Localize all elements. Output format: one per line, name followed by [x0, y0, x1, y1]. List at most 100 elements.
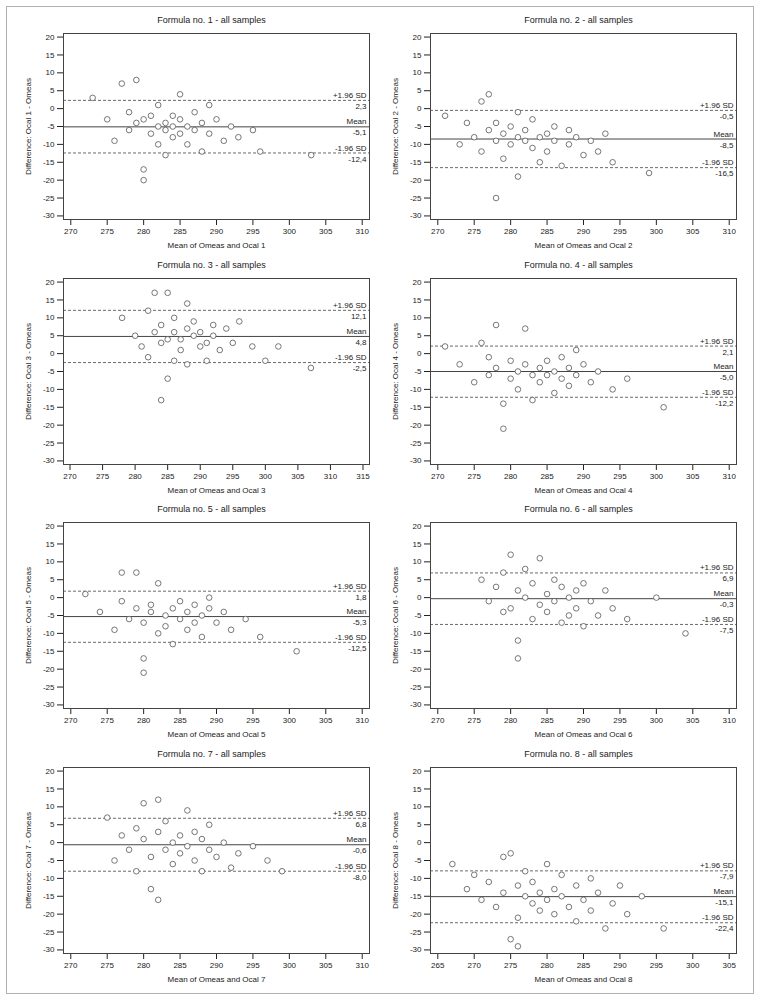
svg-text:-30: -30 [409, 700, 421, 709]
svg-text:10: 10 [412, 313, 421, 322]
svg-text:280: 280 [503, 472, 517, 481]
svg-text:280: 280 [503, 227, 517, 236]
svg-text:5: 5 [417, 86, 422, 95]
svg-text:-10: -10 [409, 873, 421, 882]
svg-text:Difference: Ocal 4 - Omeas: Difference: Ocal 4 - Omeas [391, 323, 400, 420]
svg-text:0: 0 [50, 349, 55, 358]
svg-text:0: 0 [50, 838, 55, 847]
svg-text:305: 305 [291, 472, 305, 481]
svg-text:Difference: Ocal 7 - Omeas: Difference: Ocal 7 - Omeas [24, 812, 33, 909]
svg-text:15: 15 [412, 540, 421, 549]
svg-text:-8,0: -8,0 [352, 872, 366, 881]
svg-text:-15: -15 [42, 647, 54, 656]
svg-text:285: 285 [540, 227, 554, 236]
svg-text:285: 285 [173, 961, 187, 970]
svg-text:15: 15 [45, 540, 54, 549]
svg-text:0: 0 [50, 104, 55, 113]
svg-text:-5: -5 [47, 367, 55, 376]
svg-text:-25: -25 [409, 683, 421, 692]
svg-text:290: 290 [209, 716, 223, 725]
svg-text:275: 275 [100, 227, 114, 236]
svg-text:300: 300 [649, 472, 663, 481]
svg-text:15: 15 [412, 51, 421, 60]
svg-text:300: 300 [282, 716, 296, 725]
svg-text:-10: -10 [42, 629, 54, 638]
svg-text:-5: -5 [47, 856, 55, 865]
svg-text:10: 10 [412, 802, 421, 811]
svg-text:295: 295 [226, 472, 240, 481]
svg-text:270: 270 [64, 227, 78, 236]
svg-text:-20: -20 [409, 420, 421, 429]
svg-text:Mean: Mean [713, 589, 733, 598]
svg-text:310: 310 [355, 227, 369, 236]
svg-text:0: 0 [417, 838, 422, 847]
svg-text:+1.96 SD: +1.96 SD [332, 808, 366, 817]
svg-text:-10: -10 [42, 873, 54, 882]
svg-text:-25: -25 [409, 927, 421, 936]
svg-text:+1.96 SD: +1.96 SD [699, 861, 733, 870]
svg-text:-22,4: -22,4 [715, 924, 734, 933]
svg-text:300: 300 [282, 227, 296, 236]
svg-text:5: 5 [50, 820, 55, 829]
svg-text:6,9: 6,9 [722, 574, 734, 583]
svg-text:-16,5: -16,5 [715, 169, 734, 178]
svg-text:-5: -5 [414, 856, 422, 865]
svg-text:20: 20 [412, 766, 421, 775]
svg-text:-10: -10 [409, 140, 421, 149]
svg-text:15: 15 [412, 295, 421, 304]
svg-text:Mean: Mean [713, 130, 733, 139]
svg-text:295: 295 [613, 716, 627, 725]
svg-text:-25: -25 [42, 438, 54, 447]
svg-text:295: 295 [613, 227, 627, 236]
svg-text:280: 280 [128, 472, 142, 481]
svg-text:Mean of Omeas and Ocal 4: Mean of Omeas and Ocal 4 [534, 485, 632, 494]
svg-text:-1.96 SD: -1.96 SD [701, 615, 733, 624]
svg-text:270: 270 [431, 472, 445, 481]
svg-text:300: 300 [649, 716, 663, 725]
svg-text:-1.96 SD: -1.96 SD [334, 144, 366, 153]
svg-text:-15: -15 [409, 402, 421, 411]
svg-text:+1.96 SD: +1.96 SD [332, 91, 366, 100]
svg-text:-5: -5 [414, 611, 422, 620]
svg-text:275: 275 [467, 716, 481, 725]
svg-text:305: 305 [686, 716, 700, 725]
svg-text:290: 290 [576, 227, 590, 236]
svg-text:-10: -10 [409, 384, 421, 393]
svg-text:-10: -10 [409, 629, 421, 638]
svg-text:-20: -20 [42, 665, 54, 674]
svg-text:275: 275 [100, 716, 114, 725]
svg-text:-20: -20 [42, 420, 54, 429]
svg-text:305: 305 [319, 961, 333, 970]
svg-text:5: 5 [417, 575, 422, 584]
svg-text:10: 10 [45, 313, 54, 322]
svg-text:-5: -5 [414, 122, 422, 131]
svg-text:-10: -10 [42, 140, 54, 149]
svg-text:305: 305 [319, 716, 333, 725]
svg-text:Mean of Omeas and Ocal 6: Mean of Omeas and Ocal 6 [534, 730, 632, 739]
svg-text:Mean: Mean [346, 607, 366, 616]
svg-text:5: 5 [417, 820, 422, 829]
svg-text:290: 290 [613, 961, 627, 970]
svg-text:Mean of Omeas and Ocal 3: Mean of Omeas and Ocal 3 [167, 485, 265, 494]
svg-text:5: 5 [417, 331, 422, 340]
svg-text:280: 280 [503, 716, 517, 725]
svg-text:Difference: Ocal 2 - Omeas: Difference: Ocal 2 - Omeas [391, 78, 400, 175]
svg-text:Mean of Omeas and Ocal 2: Mean of Omeas and Ocal 2 [534, 241, 632, 250]
svg-text:Difference: Ocal 3 - Omeas: Difference: Ocal 3 - Omeas [24, 323, 33, 420]
svg-text:Mean of Omeas and Ocal 7: Mean of Omeas and Ocal 7 [167, 974, 265, 983]
svg-text:-5: -5 [47, 611, 55, 620]
svg-text:0: 0 [50, 593, 55, 602]
svg-text:5: 5 [50, 86, 55, 95]
svg-text:-20: -20 [42, 176, 54, 185]
svg-text:Difference: Ocal 6 - Omeas: Difference: Ocal 6 - Omeas [391, 567, 400, 664]
svg-text:-25: -25 [42, 927, 54, 936]
svg-text:-1.96 SD: -1.96 SD [701, 387, 733, 396]
svg-text:-12,5: -12,5 [348, 644, 367, 653]
svg-text:-25: -25 [42, 683, 54, 692]
svg-text:310: 310 [722, 227, 736, 236]
svg-text:-15: -15 [409, 891, 421, 900]
svg-text:20: 20 [412, 522, 421, 531]
svg-text:290: 290 [193, 472, 207, 481]
svg-text:-1.96 SD: -1.96 SD [334, 861, 366, 870]
svg-text:1,8: 1,8 [355, 593, 367, 602]
